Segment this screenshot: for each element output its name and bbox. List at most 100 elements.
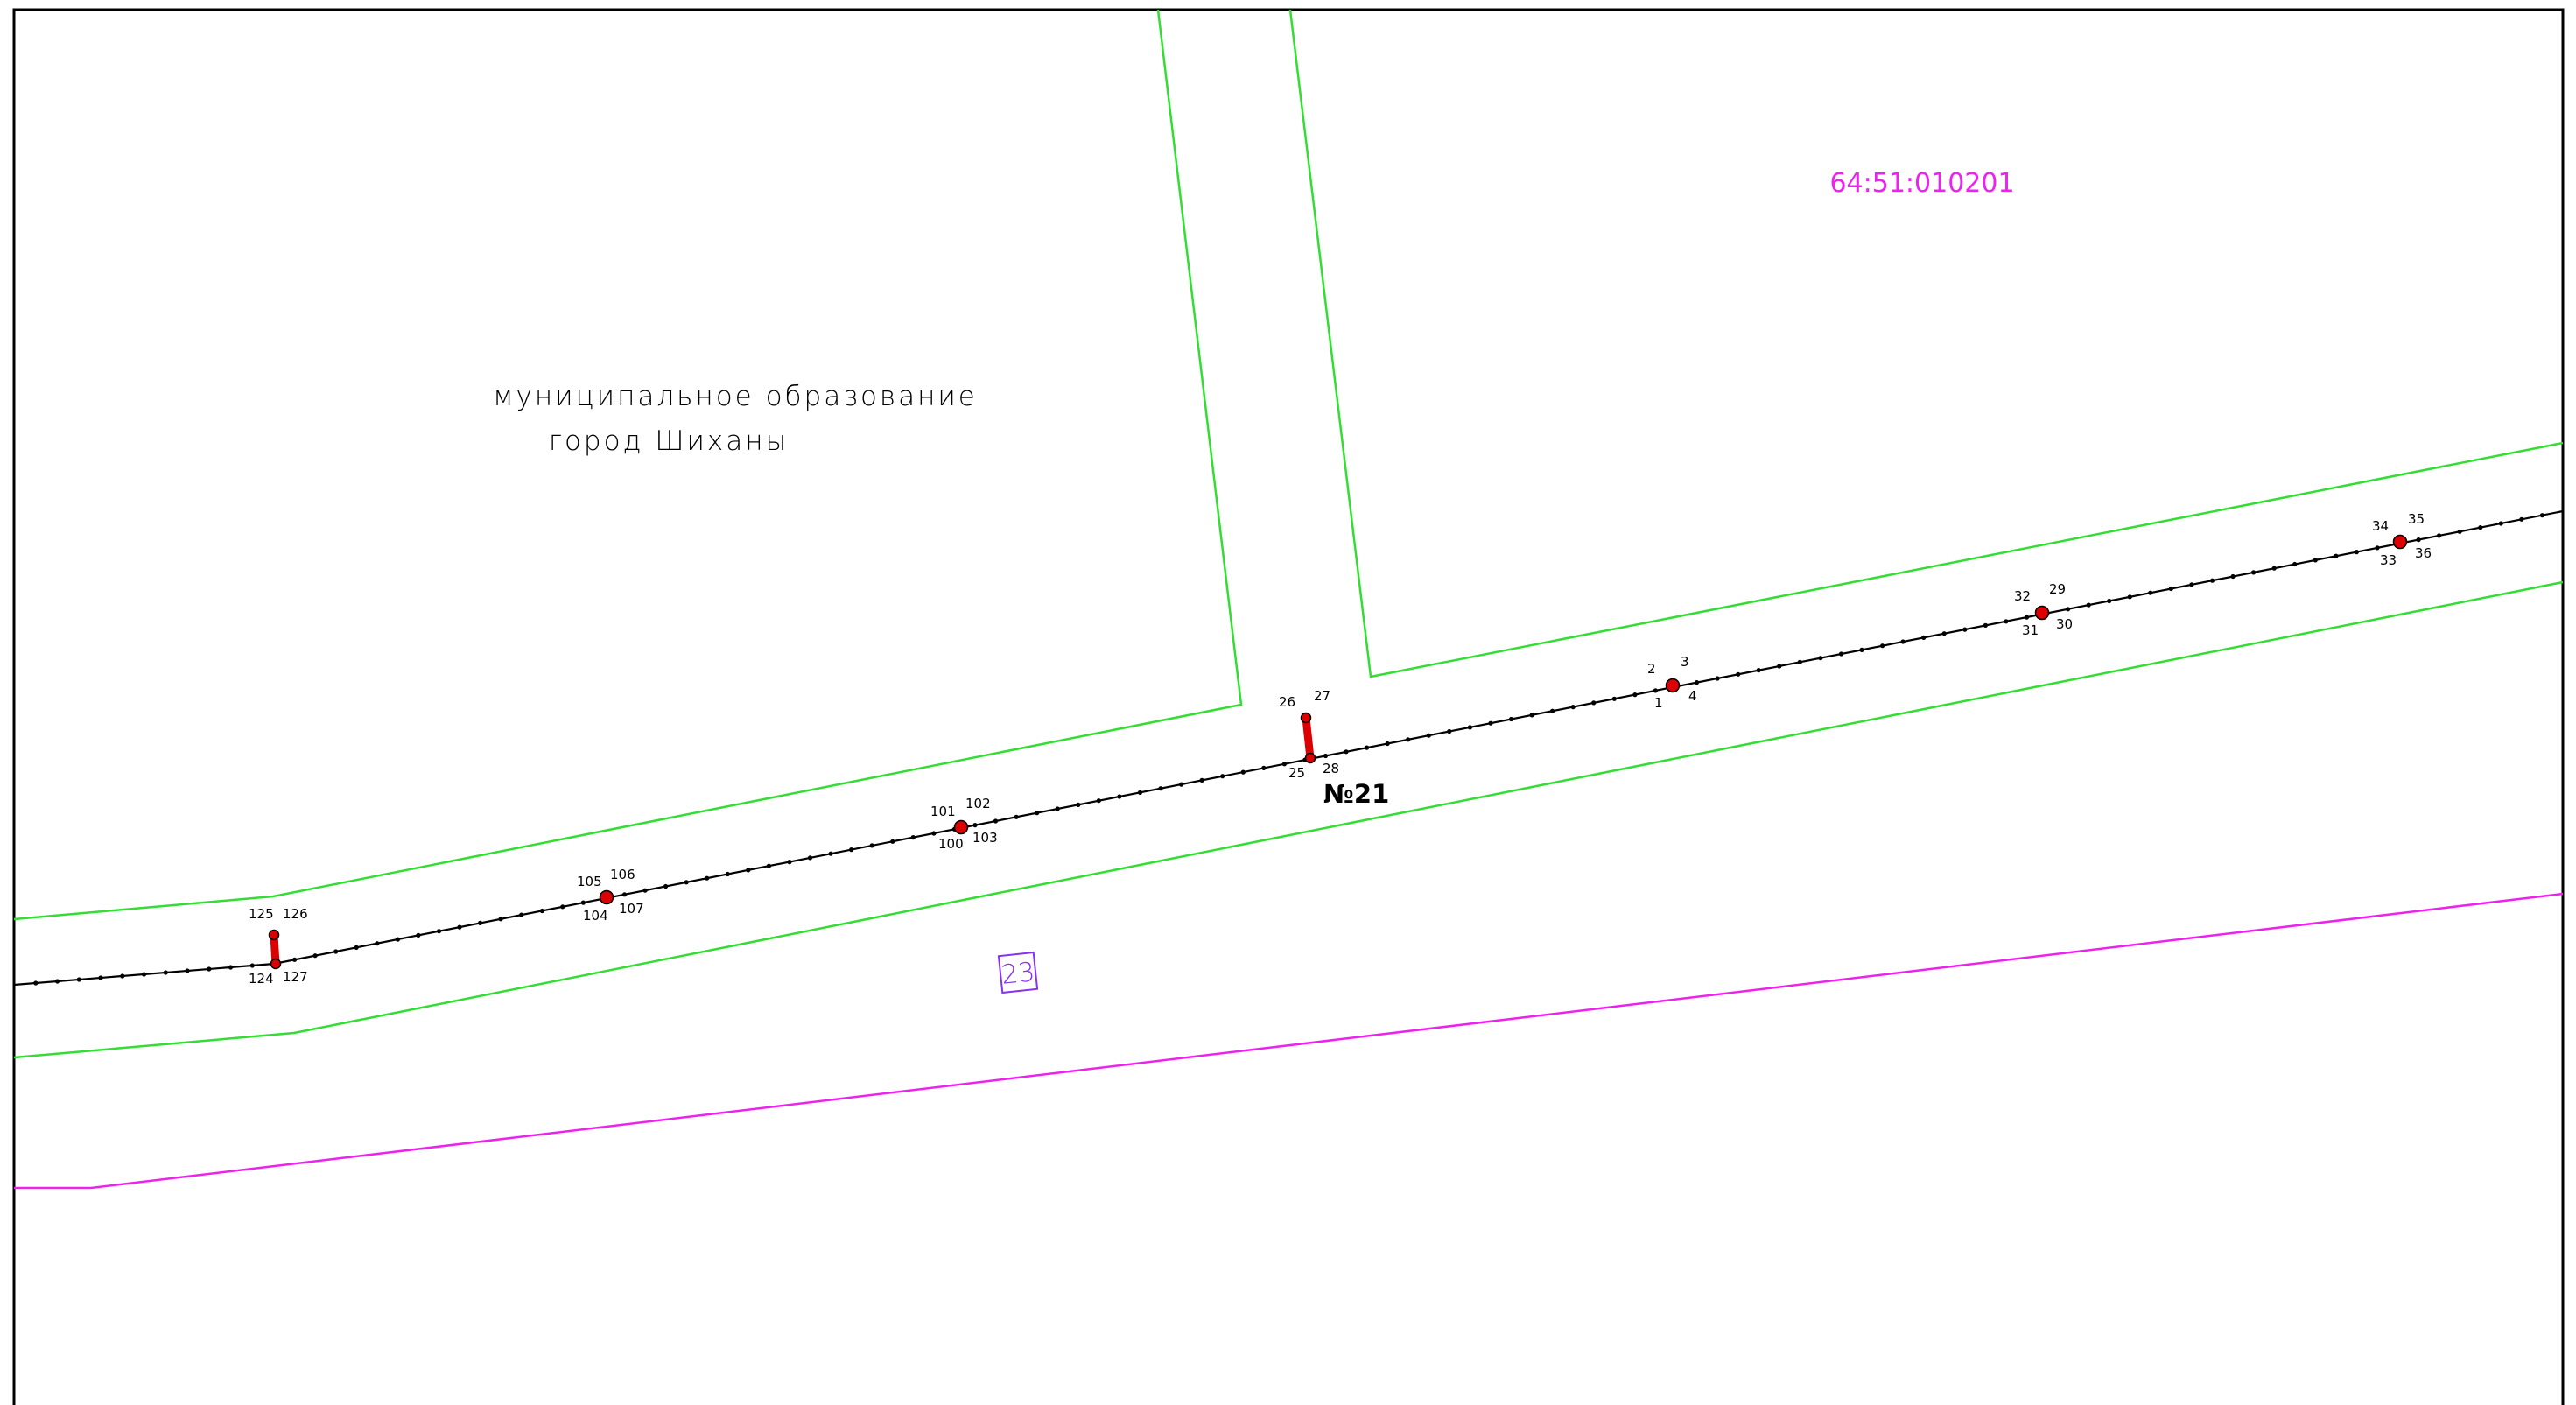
route-tick bbox=[2189, 582, 2194, 587]
region-label-line1: муниципальное образование bbox=[493, 381, 978, 412]
point-label-28: 28 bbox=[1323, 761, 1339, 776]
route-tick bbox=[1261, 765, 1267, 771]
route-tick bbox=[2334, 553, 2339, 558]
route-tick bbox=[1199, 777, 1204, 783]
route-tick bbox=[1653, 688, 1658, 693]
point-labels: 125 126 124 127 105 106 104 107 101 102 … bbox=[249, 511, 2432, 987]
point-label-103: 103 bbox=[972, 830, 998, 846]
point-label-100: 100 bbox=[938, 836, 964, 852]
route-tick bbox=[2107, 598, 2112, 604]
point-label-124: 124 bbox=[249, 971, 274, 987]
route-tick bbox=[993, 818, 999, 824]
route-tick bbox=[2292, 561, 2298, 567]
route-tick bbox=[931, 831, 937, 836]
survey-point-33 bbox=[2392, 534, 2408, 550]
route-tick bbox=[1818, 656, 1823, 661]
parcel-boundary-north-west bbox=[13, 9, 1243, 921]
route-tick bbox=[1838, 651, 1844, 657]
route-tick bbox=[1777, 664, 1782, 669]
route-tick bbox=[249, 963, 255, 968]
route-tick bbox=[2313, 558, 2318, 563]
route-tick bbox=[1323, 753, 1329, 759]
route-tick bbox=[375, 941, 380, 946]
survey-point-25 bbox=[1304, 752, 1316, 764]
route-tick bbox=[1591, 700, 1597, 706]
route-tick bbox=[457, 924, 462, 930]
point-label-33: 33 bbox=[2380, 552, 2397, 568]
point-label-32: 32 bbox=[2014, 588, 2031, 604]
route-tick bbox=[972, 823, 978, 828]
route-tick bbox=[2498, 521, 2503, 526]
route-line bbox=[13, 509, 2564, 987]
point-label-26: 26 bbox=[1279, 694, 1295, 710]
route-tick bbox=[2127, 594, 2132, 600]
route-tick bbox=[2539, 513, 2544, 518]
route-tick bbox=[621, 892, 628, 897]
point-label-31: 31 bbox=[2022, 622, 2039, 638]
point-label-125: 125 bbox=[249, 906, 274, 922]
route-tick bbox=[1715, 676, 1720, 681]
route-tick bbox=[1508, 716, 1514, 722]
route-tick bbox=[910, 835, 916, 840]
route-ticks bbox=[33, 513, 2544, 986]
drawing-frame bbox=[12, 8, 2565, 1405]
cadastral-number-label: 64:51:010201 bbox=[1829, 168, 2014, 199]
route-tick bbox=[2024, 615, 2030, 620]
route-tick bbox=[849, 847, 854, 853]
route-tick bbox=[1137, 790, 1143, 796]
route-tick bbox=[207, 966, 212, 972]
route-tick bbox=[141, 972, 147, 977]
parcel-tag: 23 bbox=[997, 951, 1039, 994]
point-label-27: 27 bbox=[1314, 688, 1330, 704]
route-tick bbox=[1240, 769, 1246, 775]
parcel-tag-box bbox=[997, 951, 1039, 994]
route-tick bbox=[33, 980, 39, 986]
point-label-3: 3 bbox=[1681, 654, 1689, 670]
point-label-107: 107 bbox=[619, 901, 644, 917]
route-tick bbox=[890, 839, 895, 844]
route-tick bbox=[2086, 602, 2091, 608]
route-tick bbox=[163, 970, 168, 975]
route-tick bbox=[76, 977, 81, 982]
route-tick bbox=[1281, 762, 1287, 767]
point-label-104: 104 bbox=[583, 908, 608, 924]
route-tick bbox=[2230, 573, 2236, 580]
route-tick bbox=[580, 900, 586, 905]
point-label-127: 127 bbox=[283, 969, 308, 985]
route-tick bbox=[1941, 631, 1947, 636]
route-tick bbox=[1632, 692, 1638, 698]
survey-point-26 bbox=[1300, 712, 1312, 724]
route-tick bbox=[766, 863, 772, 868]
route-tick bbox=[1035, 811, 1040, 816]
route-tick bbox=[807, 855, 813, 861]
survey-segment-25-26 bbox=[1302, 717, 1315, 759]
route-tick bbox=[1076, 802, 1081, 808]
route-tick bbox=[2416, 537, 2421, 543]
survey-point-100 bbox=[953, 819, 969, 835]
route-tick bbox=[120, 973, 125, 979]
parcel-number: 23 bbox=[1000, 957, 1036, 991]
route-tick bbox=[2066, 607, 2071, 612]
point-label-34: 34 bbox=[2372, 518, 2389, 534]
route-tick bbox=[828, 851, 833, 856]
route-tick bbox=[54, 979, 60, 984]
route-tick bbox=[354, 945, 359, 950]
route-tick bbox=[560, 904, 565, 910]
route-tick bbox=[1756, 668, 1761, 673]
route-tick bbox=[1550, 708, 1555, 713]
route-tick bbox=[869, 843, 874, 848]
survey-point-125 bbox=[268, 929, 280, 941]
route-tick bbox=[1467, 725, 1472, 730]
route-tick bbox=[2148, 590, 2153, 595]
route-tick bbox=[2251, 570, 2257, 575]
route-tick bbox=[1158, 786, 1163, 791]
route-tick bbox=[642, 888, 648, 893]
point-label-105: 105 bbox=[577, 874, 602, 889]
point-label-35: 35 bbox=[2408, 511, 2425, 527]
route-polyline bbox=[13, 509, 2564, 987]
route-tick bbox=[1385, 741, 1390, 747]
point-label-25: 25 bbox=[1288, 765, 1305, 781]
route-tick bbox=[2457, 529, 2462, 534]
point-label-1: 1 bbox=[1654, 695, 1663, 711]
route-tick bbox=[2354, 550, 2359, 555]
